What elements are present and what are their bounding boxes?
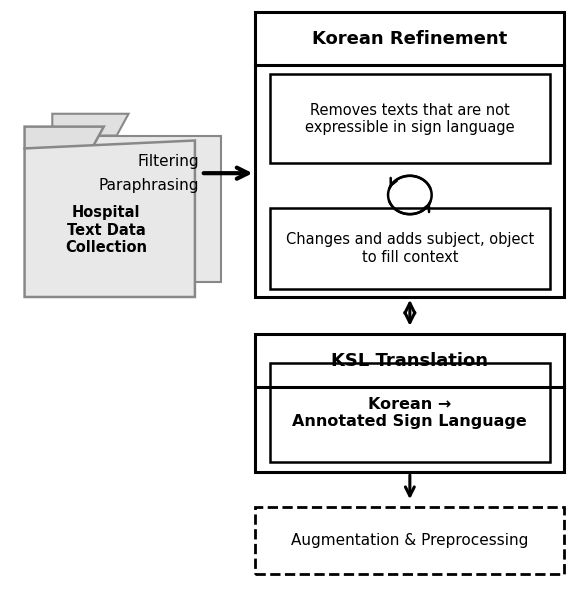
Text: Removes texts that are not
expressible in sign language: Removes texts that are not expressible i…	[305, 102, 514, 135]
Polygon shape	[52, 136, 221, 282]
Polygon shape	[24, 140, 195, 297]
Text: KSL Translation: KSL Translation	[331, 352, 488, 371]
Bar	[255, 507, 565, 574]
Text: Korean Refinement: Korean Refinement	[312, 30, 508, 49]
Bar	[270, 363, 549, 462]
Bar	[270, 74, 549, 163]
Text: Korean →
Annotated Sign Language: Korean → Annotated Sign Language	[293, 397, 527, 429]
Text: Changes and adds subject, object
to fill context: Changes and adds subject, object to fill…	[286, 232, 534, 265]
Bar	[255, 334, 565, 472]
Bar	[255, 12, 565, 297]
Text: Augmentation & Preprocessing: Augmentation & Preprocessing	[291, 533, 528, 548]
Text: Hospital
Text Data
Collection: Hospital Text Data Collection	[65, 205, 147, 255]
Polygon shape	[52, 114, 129, 136]
Polygon shape	[24, 127, 104, 149]
Bar	[270, 208, 549, 289]
Text: Paraphrasing: Paraphrasing	[98, 178, 199, 192]
Text: Filtering: Filtering	[137, 154, 199, 169]
